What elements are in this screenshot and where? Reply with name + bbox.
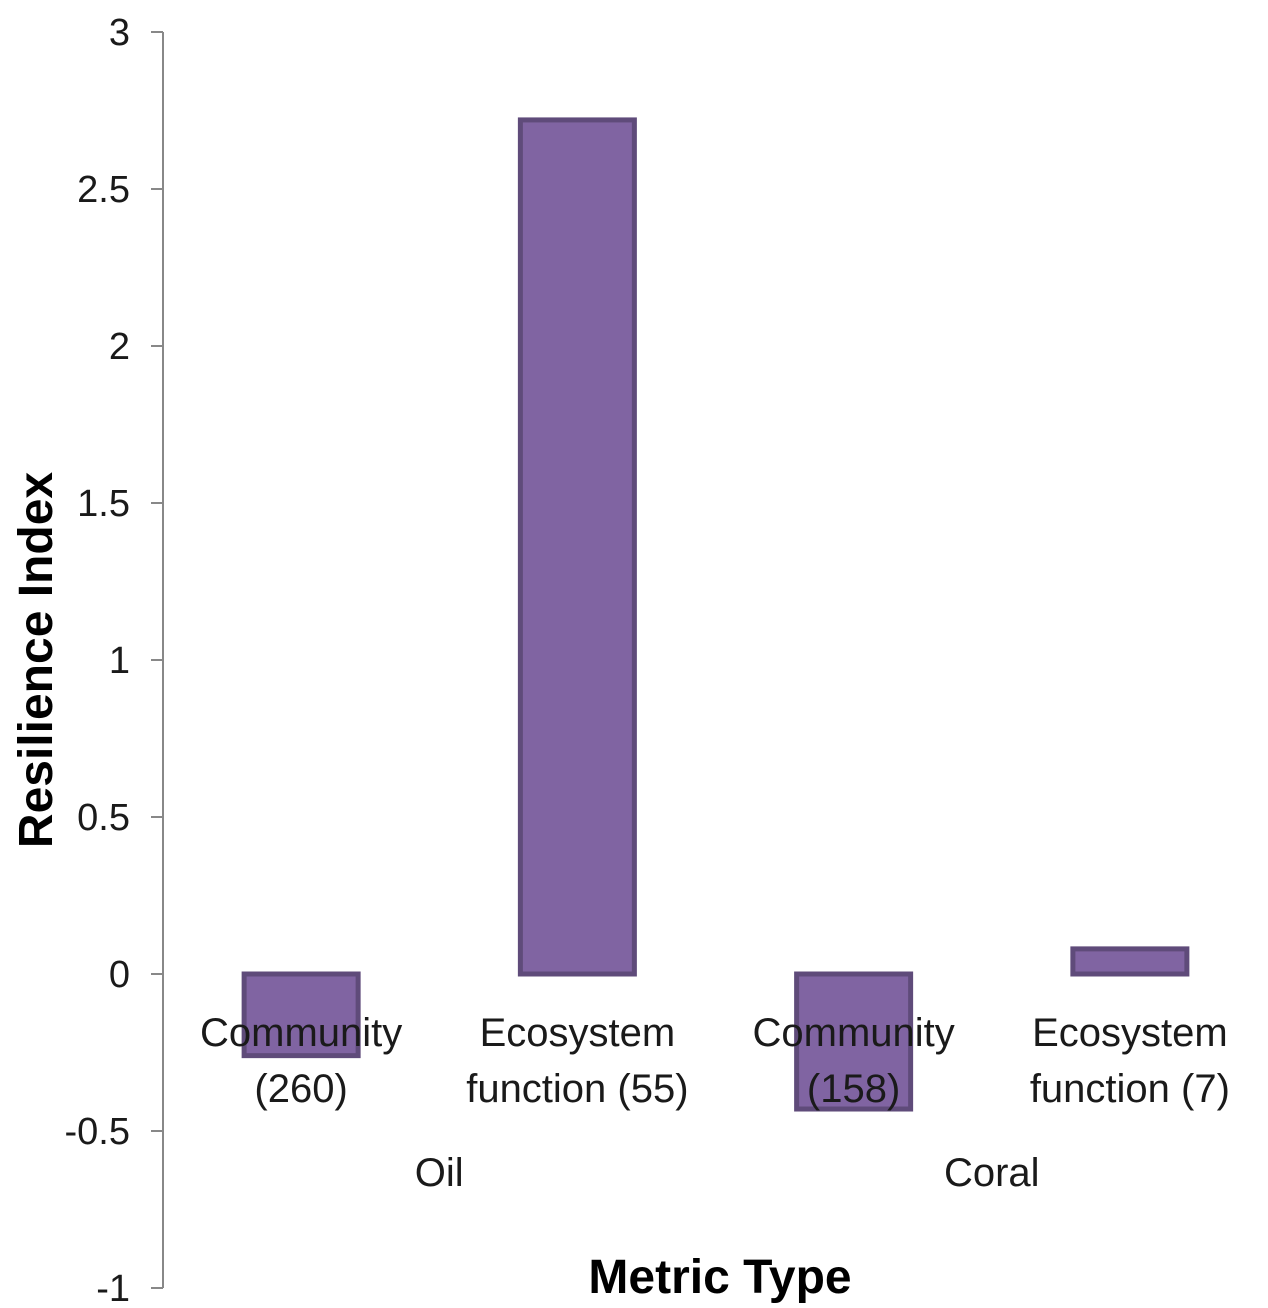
y-tick-label: 0.5 (77, 797, 130, 839)
axis-layer (151, 31, 164, 1289)
y-tick-label: 0 (109, 954, 130, 996)
y-tick-label: 2 (109, 326, 130, 368)
y-tick-label: 1.5 (77, 483, 130, 525)
category-label-line: Community (752, 1011, 954, 1055)
category-label: Community (260) (200, 1011, 402, 1111)
group-label: Coral (944, 1151, 1040, 1195)
group-label: Oil (415, 1151, 464, 1195)
category-label-line: Ecosystem (1032, 1011, 1228, 1055)
category-label-line: (260) (254, 1067, 347, 1111)
y-tick-label: 2.5 (77, 169, 130, 211)
y-tick-label: 1 (109, 640, 130, 682)
y-tick-label: 3 (109, 12, 130, 54)
category-label: Ecosystem function (55) (466, 1011, 688, 1111)
category-label-line: (158) (807, 1067, 900, 1111)
y-axis-title: Resilience Index (10, 472, 63, 848)
category-label: Ecosystem function (7) (1030, 1011, 1230, 1111)
bar-2 (794, 971, 914, 1112)
category-label-line: function (7) (1030, 1067, 1230, 1111)
bar-1 (517, 117, 637, 977)
category-label-line: function (55) (466, 1067, 688, 1111)
category-label-line: Ecosystem (480, 1011, 676, 1055)
category-label: Community (158) (752, 1011, 954, 1111)
x-axis-title: Metric Type (588, 1251, 851, 1304)
label-layer: 3 2.5 2 1.5 1 0.5 0 -0.5 -1 Community (260) Ecosyst… (65, 12, 1230, 1308)
category-label-line: Community (200, 1011, 402, 1055)
bar-3 (1070, 946, 1190, 977)
y-tick-label: -0.5 (65, 1111, 130, 1153)
y-tick-label: -1 (96, 1268, 130, 1308)
bar-0 (241, 971, 361, 1059)
bars-layer (241, 117, 1190, 1112)
